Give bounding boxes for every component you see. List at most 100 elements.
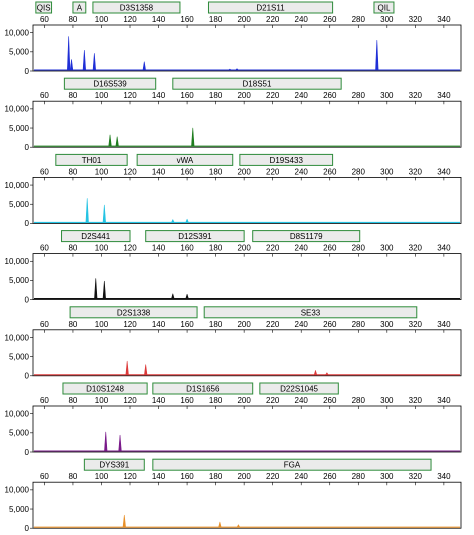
x-tick-label-4-3: 120	[123, 320, 137, 329]
x-tick-label-4-4: 140	[152, 320, 166, 329]
plot-frame-5	[32, 405, 462, 453]
x-tick-label-0-6: 180	[209, 15, 223, 24]
marker-box-5-0	[62, 382, 148, 395]
x-tick-label-3-9: 240	[295, 244, 309, 253]
x-tick-label-1-5: 160	[180, 91, 194, 100]
peak-4-0	[125, 360, 129, 376]
marker-label-6-0: DYS391	[99, 461, 129, 470]
y-tick-label-4-1: 5,000	[9, 352, 30, 361]
y-tick-label-3-2: 10,000	[5, 257, 30, 266]
x-tick-label-6-14: 340	[437, 472, 451, 481]
x-tick-label-3-11: 280	[352, 244, 366, 253]
x-tick-label-5-1: 80	[68, 396, 77, 405]
x-tick-label-2-4: 140	[152, 167, 166, 176]
peak-4-2	[313, 370, 318, 376]
peak-0-4	[142, 61, 146, 71]
marker-label-1-0: D16S539	[93, 80, 127, 89]
x-tick-label-0-5: 160	[180, 15, 194, 24]
x-tick-label-4-11: 280	[352, 320, 366, 329]
y-tick-label-6-1: 5,000	[9, 505, 30, 514]
marker-box-3-1	[145, 230, 245, 243]
x-tick-label-3-6: 180	[209, 244, 223, 253]
x-tick-label-5-6: 180	[209, 396, 223, 405]
marker-label-3-0: D2S441	[81, 232, 110, 241]
x-tick-label-0-1: 80	[68, 15, 77, 24]
marker-box-0-0	[35, 1, 53, 14]
x-tick-label-3-1: 80	[68, 244, 77, 253]
x-tick-label-0-10: 260	[323, 15, 337, 24]
x-tick-label-1-14: 340	[437, 91, 451, 100]
marker-label-5-0: D10S1248	[86, 385, 124, 394]
x-tick-label-1-6: 180	[209, 91, 223, 100]
y-tick-label-2-2: 10,000	[5, 181, 30, 190]
plot-frame-4	[32, 329, 462, 377]
marker-label-5-2: D22S1045	[280, 385, 318, 394]
y-tick-label-6-0: 0	[25, 524, 30, 533]
peak-1-0	[108, 134, 112, 147]
y-tick-label-5-0: 0	[25, 448, 30, 457]
marker-box-6-1	[152, 458, 432, 471]
x-tick-label-4-12: 300	[380, 320, 394, 329]
marker-box-3-0	[61, 230, 131, 243]
marker-label-2-0: TH01	[82, 156, 102, 165]
x-tick-label-3-14: 340	[437, 244, 451, 253]
y-tick-label-5-1: 5,000	[9, 429, 30, 438]
x-tick-label-3-2: 100	[95, 244, 109, 253]
x-tick-label-5-12: 300	[380, 396, 394, 405]
marker-label-4-1: SE33	[301, 308, 321, 317]
x-tick-label-1-4: 140	[152, 91, 166, 100]
peak-5-0	[104, 431, 108, 452]
plot-frame-6	[32, 481, 462, 529]
plot-frame-1	[32, 100, 462, 148]
x-tick-label-1-12: 300	[380, 91, 394, 100]
x-tick-label-6-12: 300	[380, 472, 394, 481]
y-tick-label-2-0: 0	[25, 219, 30, 228]
x-tick-label-6-13: 320	[409, 472, 423, 481]
x-tick-label-4-10: 260	[323, 320, 337, 329]
x-tick-label-5-4: 140	[152, 396, 166, 405]
marker-label-4-0: D2S1338	[117, 308, 151, 317]
x-tick-label-0-11: 280	[352, 15, 366, 24]
peak-1-1	[115, 136, 119, 147]
x-tick-label-2-14: 340	[437, 167, 451, 176]
y-tick-label-0-1: 5,000	[9, 48, 30, 57]
x-tick-label-1-7: 200	[237, 91, 251, 100]
x-tick-label-0-8: 220	[266, 15, 280, 24]
peak-3-0	[94, 278, 98, 299]
x-tick-label-2-0: 60	[40, 167, 49, 176]
x-tick-label-6-2: 100	[95, 472, 109, 481]
x-tick-label-0-2: 100	[95, 15, 109, 24]
marker-box-2-0	[55, 153, 128, 166]
marker-label-0-0: QIS	[37, 4, 51, 13]
x-tick-label-2-12: 300	[380, 167, 394, 176]
x-tick-label-2-9: 240	[295, 167, 309, 176]
x-tick-label-6-4: 140	[152, 472, 166, 481]
y-tick-label-5-2: 10,000	[5, 409, 30, 418]
x-tick-label-2-6: 180	[209, 167, 223, 176]
y-tick-label-6-2: 10,000	[5, 486, 30, 495]
marker-box-1-1	[172, 77, 342, 90]
marker-box-0-2	[92, 1, 181, 14]
x-tick-label-3-0: 60	[40, 244, 49, 253]
x-tick-label-0-7: 200	[237, 15, 251, 24]
x-tick-label-6-0: 60	[40, 472, 49, 481]
x-tick-label-1-0: 60	[40, 91, 49, 100]
x-tick-label-4-9: 240	[295, 320, 309, 329]
peak-0-2	[82, 50, 86, 71]
y-tick-label-3-1: 5,000	[9, 276, 30, 285]
x-tick-label-3-8: 220	[266, 244, 280, 253]
x-tick-label-3-7: 200	[237, 244, 251, 253]
marker-label-0-3: D21S11	[256, 4, 285, 13]
x-tick-label-1-10: 260	[323, 91, 337, 100]
peak-3-3	[185, 293, 189, 299]
marker-label-6-1: FGA	[284, 461, 301, 470]
x-tick-label-2-10: 260	[323, 167, 337, 176]
marker-box-0-1	[72, 1, 87, 14]
peak-2-2	[171, 219, 175, 223]
peak-5-1	[118, 434, 122, 452]
y-tick-label-1-2: 10,000	[5, 105, 30, 114]
x-tick-label-4-2: 100	[95, 320, 109, 329]
x-tick-label-4-1: 80	[68, 320, 77, 329]
